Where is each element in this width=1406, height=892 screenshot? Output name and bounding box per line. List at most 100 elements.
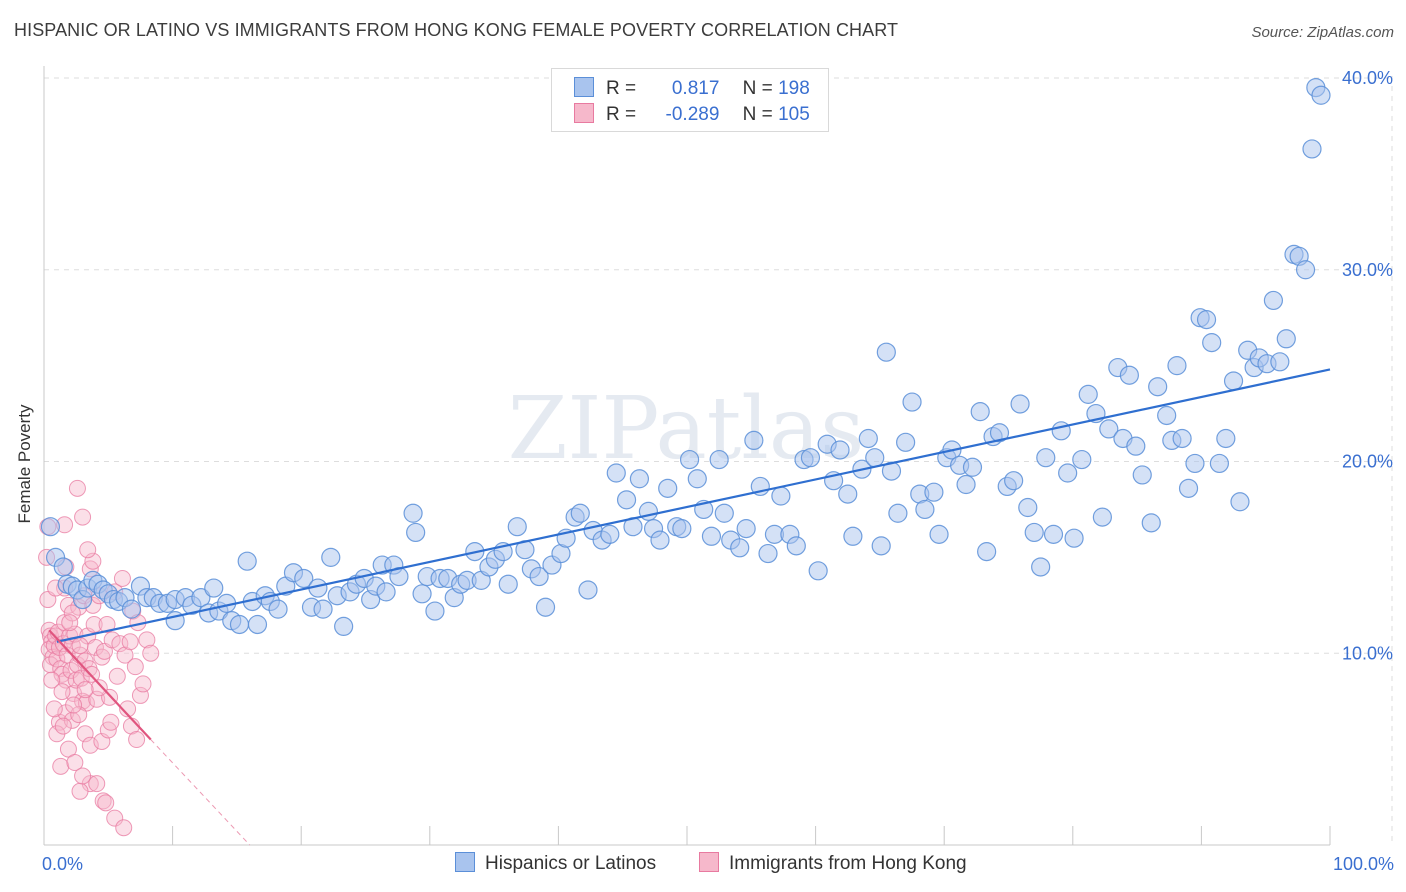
data-point-hispanic: [1167, 356, 1187, 376]
bottom-legend-swatch-pink: [699, 852, 719, 872]
data-point-hispanic: [406, 522, 426, 543]
data-point-hong-kong: [43, 671, 61, 689]
data-point-hispanic: [876, 342, 896, 362]
data-point-hispanic: [403, 503, 423, 523]
data-point-hispanic: [786, 536, 806, 556]
legend-r-value: -0.289: [665, 104, 720, 125]
legend-n-label: N =: [742, 78, 773, 99]
data-point-hispanic: [529, 566, 549, 587]
data-point-hispanic: [313, 599, 333, 619]
data-point-hispanic: [736, 519, 756, 539]
data-point-hong-kong: [142, 644, 160, 662]
data-point-hong-kong: [54, 717, 72, 735]
data-point-hong-kong: [61, 614, 79, 632]
legend-swatch-pink: [574, 103, 594, 123]
data-point-hispanic: [871, 536, 891, 556]
data-point-hispanic: [229, 614, 250, 635]
bottom-legend-label: Hispanics or Latinos: [485, 853, 657, 874]
data-point-hispanic: [1216, 428, 1236, 449]
data-point-hong-kong: [85, 615, 103, 633]
data-point-hispanic: [1092, 507, 1112, 527]
data-point-hispanic: [1004, 471, 1024, 491]
data-point-hong-kong: [134, 675, 152, 693]
data-point-hispanic: [924, 482, 944, 502]
data-point-hispanic: [1172, 428, 1192, 449]
data-point-hong-kong: [108, 667, 126, 685]
data-point-hong-kong: [138, 631, 156, 649]
data-point-hong-kong: [74, 508, 92, 526]
data-point-hong-kong: [52, 757, 70, 775]
y-axis-label: Female Poverty: [4, 404, 46, 523]
legend-row-hong-kong: R = -0.289 N = 105: [574, 103, 810, 127]
legend-r-value: 0.817: [671, 78, 720, 99]
data-point-hispanic: [709, 449, 729, 470]
data-point-hispanic: [1010, 394, 1030, 414]
legend-n-value: 198: [778, 78, 810, 99]
data-point-hispanic: [902, 392, 922, 412]
trend-line-hispanics: [56, 368, 1331, 643]
data-point-hispanic: [247, 614, 268, 635]
data-point-hispanic: [578, 580, 598, 600]
data-point-hong-kong: [106, 809, 124, 827]
data-point-hispanic: [730, 538, 750, 558]
data-point-hispanic: [701, 526, 722, 546]
data-point-hong-kong: [53, 683, 71, 701]
data-point-hispanic: [1099, 419, 1119, 439]
data-point-hong-kong: [90, 679, 108, 697]
legend-row-hispanics: R = 0.817 N = 198: [574, 77, 810, 101]
x-tick-label: 0.0%: [42, 854, 83, 874]
data-point-hispanic: [204, 578, 224, 598]
data-point-hispanic: [1043, 524, 1064, 544]
data-point-hong-kong: [126, 658, 144, 676]
trend-line-hong-kong: [48, 629, 152, 741]
data-point-hispanic: [1276, 329, 1296, 349]
bottom-legend-swatch-blue: [455, 852, 475, 872]
data-point-hispanic: [1024, 522, 1044, 543]
data-point-hispanic: [1072, 449, 1092, 470]
trend-line-hong-kong-extension: [150, 739, 251, 846]
tick-labels: 10.0% 20.0% 30.0% 40.0% 0.0% 100.0%: [42, 68, 1394, 874]
data-point-hispanic: [268, 599, 288, 619]
data-point-hispanic: [334, 616, 354, 637]
data-point-hispanic: [915, 499, 935, 520]
data-point-hispanic: [1078, 384, 1098, 404]
data-point-hispanic: [962, 457, 983, 477]
data-point-hispanic: [1178, 478, 1199, 498]
correlation-legend: R = 0.817 N = 198 R = -0.289 N = 105: [551, 68, 829, 132]
data-point-hispanic: [989, 423, 1010, 443]
data-point-hispanic: [970, 402, 990, 422]
y-tick-label: 10.0%: [1342, 643, 1393, 663]
data-point-hong-kong: [98, 615, 116, 633]
data-point-hong-kong: [103, 631, 121, 649]
data-point-hong-kong: [88, 775, 106, 793]
data-point-hong-kong: [76, 681, 94, 699]
data-point-hong-kong: [71, 782, 89, 800]
data-point-hispanic: [507, 517, 527, 537]
data-point-hong-kong: [121, 633, 139, 651]
data-point-hispanic: [294, 568, 314, 589]
data-point-hispanic: [376, 582, 396, 602]
data-point-hong-kong: [119, 700, 137, 718]
chart-title: HISPANIC OR LATINO VS IMMIGRANTS FROM HO…: [14, 20, 899, 40]
data-point-hispanic: [1223, 371, 1244, 391]
data-point-hispanic: [808, 561, 828, 581]
data-point-hong-kong: [94, 792, 112, 810]
data-point-hispanic: [1230, 492, 1250, 512]
data-point-hong-kong: [102, 713, 120, 731]
data-point-hispanic: [929, 524, 949, 544]
data-point-hispanic: [679, 449, 700, 470]
data-point-hispanic: [865, 448, 885, 468]
data-point-hong-kong: [41, 627, 59, 645]
data-point-hispanic: [53, 557, 73, 577]
data-point-hispanic: [1018, 497, 1038, 518]
data-point-hispanic: [758, 543, 778, 564]
data-point-hispanic: [1185, 453, 1205, 474]
data-point-hispanic: [658, 478, 678, 498]
y-tick-label: 30.0%: [1342, 260, 1393, 280]
data-point-hispanic: [1141, 513, 1161, 533]
data-point-hispanic: [535, 597, 556, 617]
data-point-hispanic: [858, 428, 878, 449]
data-point-hispanic: [1064, 528, 1084, 548]
data-point-hong-kong: [63, 604, 81, 622]
